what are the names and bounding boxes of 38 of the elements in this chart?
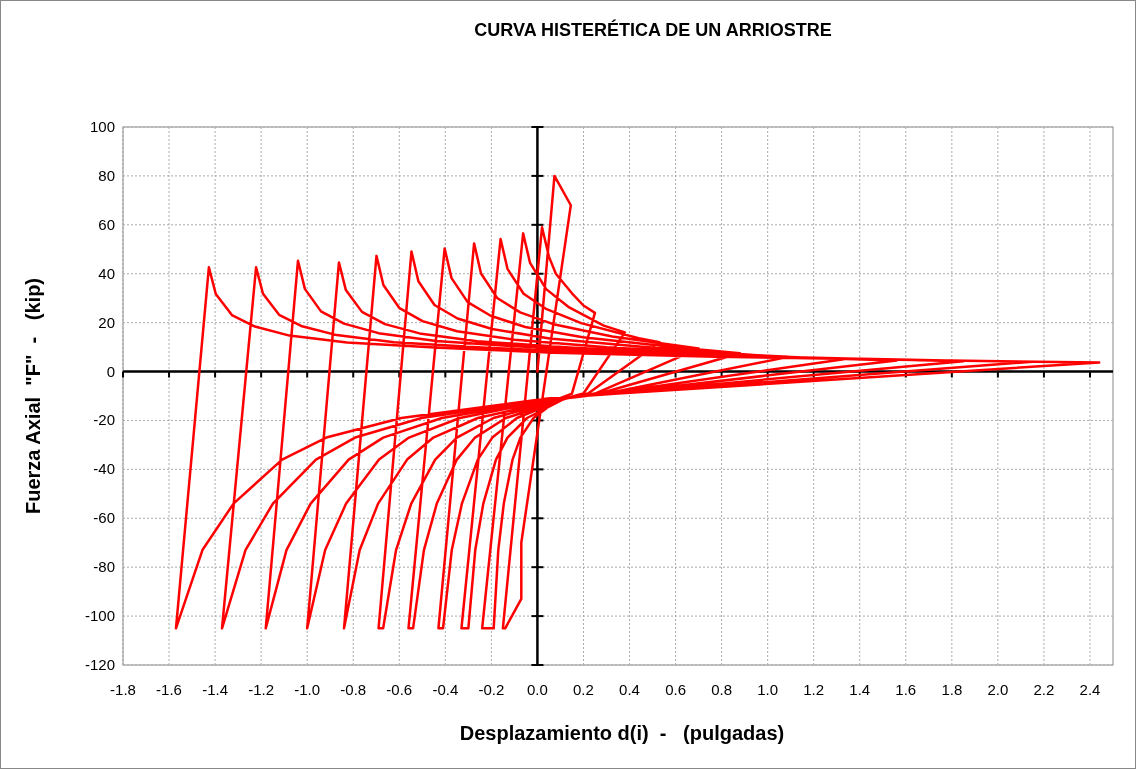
- x-tick-label: 2.0: [987, 681, 1009, 698]
- y-tick-label: 0: [106, 362, 115, 380]
- y-tick-label: -20: [93, 411, 115, 429]
- x-axis-title: Desplazamiento d(i) - (pulgadas): [459, 722, 785, 744]
- x-tick-label: -1.6: [156, 681, 182, 698]
- x-tick-label: 1.4: [849, 681, 871, 698]
- y-tick-label: -40: [93, 460, 115, 478]
- x-tick-label: 1.0: [757, 681, 779, 698]
- x-tick-label: 1.2: [803, 681, 825, 698]
- y-tick-label: 100: [89, 118, 115, 135]
- x-tick-label: -1.8: [110, 681, 136, 698]
- x-tick-label: 1.8: [941, 681, 963, 698]
- x-tick-label: 1.6: [895, 681, 917, 698]
- x-tick-label: 0.8: [711, 681, 733, 698]
- y-tick-label: -60: [93, 509, 115, 527]
- x-tick-label: 0.0: [526, 681, 548, 698]
- x-tick-label: -1.0: [294, 681, 321, 698]
- y-tick-label: -120: [84, 656, 115, 673]
- x-tick-label: -0.2: [478, 681, 505, 698]
- x-tick-label: -0.4: [432, 681, 459, 698]
- line-series: [174, 174, 1101, 630]
- y-tick-label: 20: [98, 313, 115, 331]
- x-tick-label: 0.6: [665, 681, 686, 698]
- y-tick-label: -80: [93, 558, 115, 576]
- y-tick-label: 80: [98, 166, 115, 184]
- y-axis-title: Fuerza Axial "F" - (kip): [22, 277, 44, 515]
- x-tick-label: 2.2: [1033, 681, 1055, 698]
- x-tick-label: -1.4: [202, 681, 229, 698]
- x-tick-label: 0.2: [573, 681, 594, 698]
- x-tick-label: 2.4: [1079, 681, 1101, 698]
- y-tick-label: 60: [98, 215, 115, 233]
- x-tick-label: -0.8: [340, 681, 367, 698]
- y-tick-label: 40: [98, 264, 115, 282]
- x-tick-label: -0.6: [386, 681, 413, 698]
- chart-title: CURVA HISTERÉTICA DE UN ARRIOSTRE: [474, 19, 832, 40]
- y-tick-label: -100: [84, 607, 115, 625]
- x-tick-label: -1.2: [248, 681, 275, 698]
- x-tick-label: 0.4: [619, 681, 640, 698]
